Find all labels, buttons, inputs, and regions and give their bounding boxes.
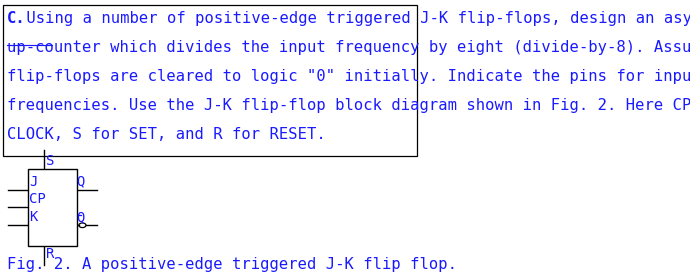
Text: up-counter which divides the input frequency by eight (divide-by-8). Assume that: up-counter which divides the input frequ… — [7, 40, 690, 55]
Text: Q: Q — [76, 210, 84, 224]
Text: CLOCK, S for SET, and R for RESET.: CLOCK, S for SET, and R for RESET. — [7, 127, 326, 142]
Text: Using a number of positive-edge triggered J-K flip-flops, design an asynchronous: Using a number of positive-edge triggere… — [17, 11, 690, 26]
Text: R: R — [46, 247, 55, 261]
Text: J: J — [30, 175, 38, 189]
Text: K: K — [30, 210, 38, 224]
Text: flip-flops are cleared to logic "0" initially. Indicate the pins for input and o: flip-flops are cleared to logic "0" init… — [7, 69, 690, 84]
Text: Q: Q — [76, 175, 84, 189]
Text: Fig. 2. A positive-edge triggered J-K flip flop.: Fig. 2. A positive-edge triggered J-K fl… — [7, 257, 457, 272]
Text: S: S — [46, 153, 55, 168]
Text: frequencies. Use the J-K flip-flop block diagram shown in Fig. 2. Here CP is for: frequencies. Use the J-K flip-flop block… — [7, 98, 690, 113]
Text: C.: C. — [7, 11, 26, 26]
Text: CP: CP — [30, 192, 46, 206]
Bar — [28, 169, 77, 246]
Bar — [3, 6, 417, 157]
